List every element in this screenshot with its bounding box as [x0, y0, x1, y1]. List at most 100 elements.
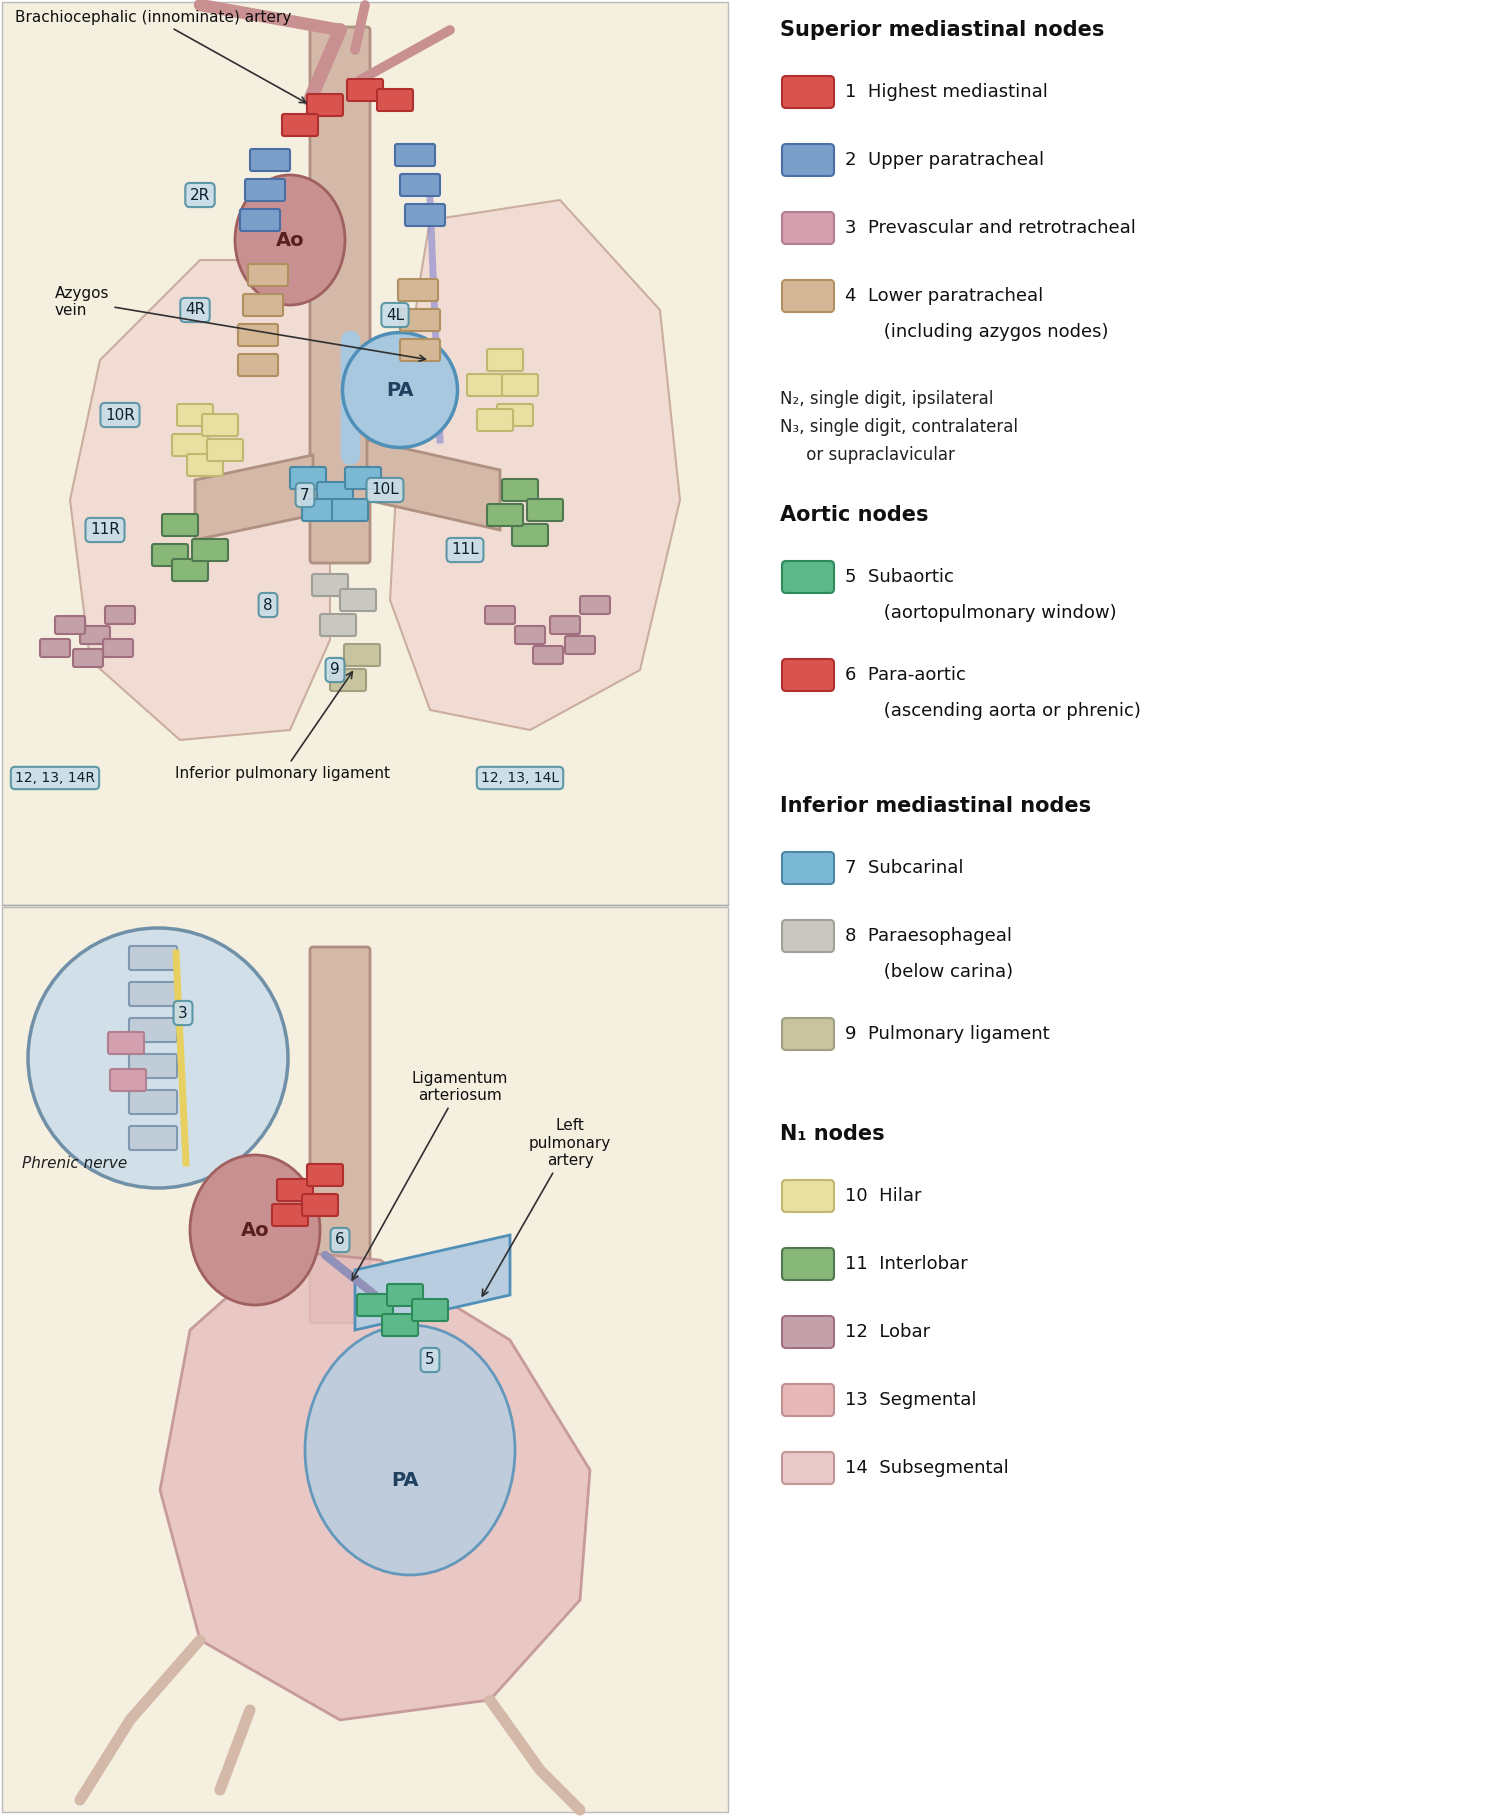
FancyBboxPatch shape	[357, 1294, 393, 1316]
Text: 10L: 10L	[370, 482, 399, 498]
FancyBboxPatch shape	[484, 605, 514, 624]
Text: Inferior mediastinal nodes: Inferior mediastinal nodes	[780, 796, 1090, 816]
FancyBboxPatch shape	[104, 638, 134, 656]
FancyBboxPatch shape	[316, 482, 352, 504]
Text: (ascending aorta or phrenic): (ascending aorta or phrenic)	[855, 702, 1142, 720]
FancyBboxPatch shape	[310, 27, 370, 564]
Text: 11R: 11R	[90, 522, 120, 538]
Text: Ligamentum
arteriosum: Ligamentum arteriosum	[352, 1071, 509, 1280]
Polygon shape	[195, 454, 314, 540]
Text: 11  Interlobar: 11 Interlobar	[844, 1254, 968, 1273]
Text: 8  Paraesophageal: 8 Paraesophageal	[844, 927, 1012, 945]
FancyBboxPatch shape	[488, 349, 524, 371]
FancyBboxPatch shape	[532, 645, 562, 664]
FancyBboxPatch shape	[129, 982, 177, 1005]
Polygon shape	[390, 200, 680, 731]
FancyBboxPatch shape	[782, 1316, 834, 1347]
FancyBboxPatch shape	[282, 115, 318, 136]
FancyBboxPatch shape	[346, 78, 382, 102]
Polygon shape	[160, 1251, 590, 1720]
FancyBboxPatch shape	[244, 178, 285, 202]
FancyBboxPatch shape	[80, 625, 110, 644]
FancyBboxPatch shape	[332, 498, 368, 522]
FancyBboxPatch shape	[302, 1194, 338, 1216]
FancyBboxPatch shape	[129, 1054, 177, 1078]
FancyBboxPatch shape	[580, 596, 610, 614]
FancyBboxPatch shape	[320, 614, 356, 636]
Ellipse shape	[304, 1325, 514, 1574]
FancyBboxPatch shape	[312, 574, 348, 596]
FancyBboxPatch shape	[782, 144, 834, 176]
Text: (below carina): (below carina)	[855, 964, 1012, 982]
FancyBboxPatch shape	[238, 324, 278, 345]
FancyBboxPatch shape	[496, 404, 532, 425]
FancyBboxPatch shape	[129, 1091, 177, 1114]
Text: 9: 9	[330, 662, 340, 678]
FancyBboxPatch shape	[550, 616, 580, 634]
FancyBboxPatch shape	[398, 278, 438, 302]
Text: 14  Subsegmental: 14 Subsegmental	[844, 1460, 1008, 1476]
FancyBboxPatch shape	[152, 544, 188, 565]
FancyBboxPatch shape	[330, 669, 366, 691]
Text: 2R: 2R	[190, 187, 210, 202]
FancyBboxPatch shape	[129, 1125, 177, 1151]
FancyBboxPatch shape	[310, 947, 370, 1324]
FancyBboxPatch shape	[503, 375, 538, 396]
Text: 8: 8	[262, 598, 273, 613]
FancyBboxPatch shape	[238, 355, 278, 376]
Polygon shape	[2, 907, 728, 1813]
Polygon shape	[70, 260, 330, 740]
FancyBboxPatch shape	[172, 435, 208, 456]
Text: 11L: 11L	[452, 542, 478, 558]
FancyBboxPatch shape	[243, 295, 284, 316]
Ellipse shape	[236, 175, 345, 305]
FancyBboxPatch shape	[477, 409, 513, 431]
Text: (aortopulmonary window): (aortopulmonary window)	[855, 604, 1116, 622]
FancyBboxPatch shape	[387, 1284, 423, 1305]
FancyBboxPatch shape	[162, 514, 198, 536]
Text: 1  Highest mediastinal: 1 Highest mediastinal	[844, 84, 1048, 102]
FancyBboxPatch shape	[782, 1018, 834, 1051]
FancyBboxPatch shape	[74, 649, 104, 667]
FancyBboxPatch shape	[110, 1069, 146, 1091]
FancyBboxPatch shape	[172, 558, 208, 582]
Text: Inferior pulmonary ligament: Inferior pulmonary ligament	[176, 673, 390, 782]
Text: 10R: 10R	[105, 407, 135, 422]
Ellipse shape	[190, 1154, 320, 1305]
Circle shape	[28, 927, 288, 1187]
Text: 6  Para-aortic: 6 Para-aortic	[844, 665, 966, 684]
Text: 12  Lobar: 12 Lobar	[844, 1324, 930, 1342]
Polygon shape	[356, 1234, 510, 1331]
Text: 4L: 4L	[386, 307, 404, 322]
FancyBboxPatch shape	[192, 538, 228, 562]
FancyBboxPatch shape	[782, 1247, 834, 1280]
FancyBboxPatch shape	[302, 498, 338, 522]
FancyBboxPatch shape	[782, 562, 834, 593]
FancyBboxPatch shape	[240, 209, 280, 231]
Text: 3  Prevascular and retrotracheal: 3 Prevascular and retrotracheal	[844, 218, 1136, 236]
FancyBboxPatch shape	[105, 605, 135, 624]
FancyBboxPatch shape	[394, 144, 435, 165]
FancyBboxPatch shape	[782, 1180, 834, 1213]
Polygon shape	[2, 2, 728, 905]
Text: N₂, single digit, ipsilateral
N₃, single digit, contralateral
     or supraclavi: N₂, single digit, ipsilateral N₃, single…	[780, 391, 1018, 464]
FancyBboxPatch shape	[129, 1018, 177, 1042]
FancyBboxPatch shape	[488, 504, 524, 525]
FancyBboxPatch shape	[40, 638, 70, 656]
Text: (including azygos nodes): (including azygos nodes)	[855, 324, 1108, 342]
Text: 6: 6	[334, 1233, 345, 1247]
Text: Azygos
vein: Azygos vein	[56, 285, 426, 362]
FancyBboxPatch shape	[782, 1453, 834, 1483]
FancyBboxPatch shape	[526, 498, 562, 522]
FancyBboxPatch shape	[177, 404, 213, 425]
Text: PA: PA	[387, 380, 414, 400]
FancyBboxPatch shape	[278, 1180, 314, 1202]
FancyBboxPatch shape	[345, 467, 381, 489]
FancyBboxPatch shape	[400, 175, 439, 196]
Text: 12, 13, 14L: 12, 13, 14L	[482, 771, 560, 785]
Ellipse shape	[342, 333, 458, 447]
Text: Ao: Ao	[276, 231, 304, 249]
FancyBboxPatch shape	[56, 616, 86, 634]
FancyBboxPatch shape	[566, 636, 596, 654]
Text: 4  Lower paratracheal: 4 Lower paratracheal	[844, 287, 1044, 305]
